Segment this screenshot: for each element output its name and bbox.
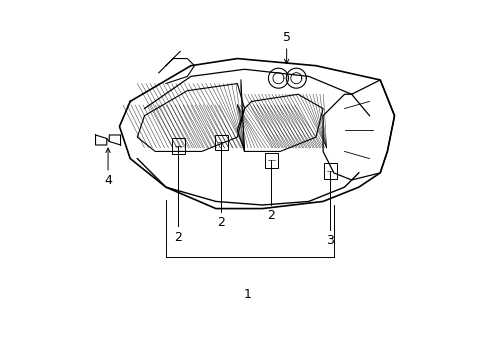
Text: 2: 2 bbox=[174, 231, 182, 244]
Text: 5: 5 bbox=[282, 31, 290, 44]
Text: 3: 3 bbox=[325, 234, 333, 247]
Text: 2: 2 bbox=[217, 216, 225, 229]
Text: 2: 2 bbox=[267, 209, 275, 222]
Text: 1: 1 bbox=[244, 288, 251, 301]
Text: 4: 4 bbox=[104, 174, 112, 186]
